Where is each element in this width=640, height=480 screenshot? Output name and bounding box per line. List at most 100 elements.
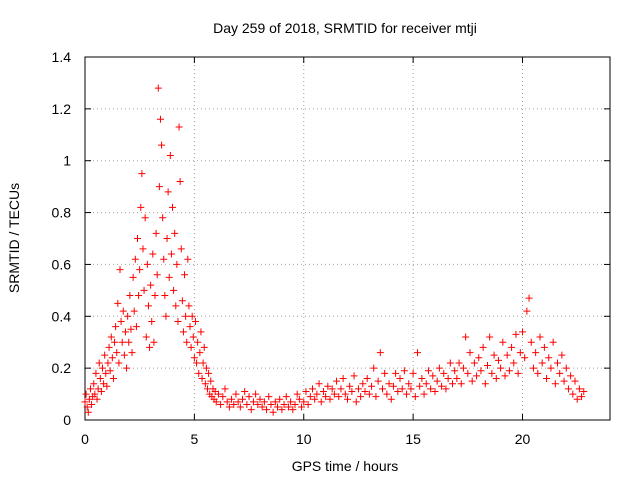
data-point (191, 317, 199, 325)
data-point (104, 359, 112, 367)
data-point (153, 271, 161, 279)
data-point (130, 307, 138, 315)
data-point (440, 369, 448, 377)
data-point (82, 390, 90, 398)
data-point (435, 364, 443, 372)
data-point (116, 266, 124, 274)
data-point (254, 400, 262, 408)
data-point (124, 312, 132, 320)
data-point (525, 294, 533, 302)
data-point (193, 359, 201, 367)
data-point (214, 390, 222, 398)
data-point (241, 387, 249, 395)
data-point (161, 292, 169, 300)
data-point (416, 382, 424, 390)
data-point (245, 393, 253, 401)
data-point (344, 395, 351, 403)
data-point (125, 338, 133, 346)
data-point (194, 338, 202, 346)
data-point (394, 387, 402, 395)
axis-ticks (84, 56, 610, 421)
data-point (108, 354, 116, 362)
data-point (389, 382, 397, 390)
data-point (81, 398, 89, 406)
data-point (492, 375, 500, 383)
data-point (111, 338, 119, 346)
data-point (361, 387, 369, 395)
data-point (512, 330, 520, 338)
data-point (551, 380, 559, 388)
data-point (346, 382, 354, 390)
data-point (422, 380, 430, 388)
data-point (274, 403, 281, 411)
data-point (181, 271, 189, 279)
tick-labels: 0 5 10 15 20 0 0.2 0.4 0.6 0.8 1 1.2 1.4 (52, 49, 531, 447)
data-point (459, 364, 467, 372)
data-point (354, 385, 362, 393)
data-point (175, 123, 183, 131)
y-tick-label: 0.4 (52, 308, 72, 324)
data-point (282, 393, 290, 401)
data-point (155, 183, 163, 191)
data-point (260, 398, 268, 406)
data-point (176, 177, 184, 185)
data-point (534, 369, 542, 377)
data-point (418, 375, 426, 383)
data-point (113, 349, 121, 357)
data-point (291, 400, 299, 408)
data-point (523, 307, 531, 315)
data-point (172, 302, 180, 310)
data-point (114, 299, 122, 307)
data-point (385, 380, 393, 388)
data-point (516, 349, 524, 357)
data-point (549, 338, 557, 346)
data-point (326, 395, 334, 403)
data-point (137, 203, 145, 211)
data-point (536, 333, 544, 341)
data-point (300, 398, 308, 406)
data-point (117, 317, 125, 325)
data-point (170, 286, 178, 294)
grid-lines (85, 57, 610, 420)
data-point (187, 343, 195, 351)
data-point (519, 328, 526, 336)
y-tick-label: 0 (63, 412, 71, 428)
data-point (269, 408, 277, 416)
data-point (165, 273, 173, 281)
data-point (359, 380, 367, 388)
data-point (564, 385, 572, 393)
data-point (405, 380, 413, 388)
data-point (514, 369, 522, 377)
data-point (486, 333, 494, 341)
data-point (462, 333, 470, 341)
data-point (249, 398, 257, 406)
data-point (166, 152, 174, 160)
data-point (121, 328, 129, 336)
data-point (217, 400, 225, 408)
data-point (374, 377, 382, 385)
data-point (228, 395, 236, 403)
data-point (481, 380, 489, 388)
data-point (376, 349, 384, 357)
data-point (186, 323, 194, 331)
data-point (400, 367, 408, 375)
data-point (505, 367, 513, 375)
data-point (93, 395, 101, 403)
data-point (424, 367, 432, 375)
data-point (573, 395, 581, 403)
data-point (484, 362, 491, 370)
data-point (363, 375, 371, 383)
data-point (162, 312, 170, 320)
data-point (247, 406, 255, 414)
data-point (120, 351, 128, 359)
data-point (221, 385, 229, 393)
data-point (146, 343, 154, 351)
data-point (169, 203, 176, 211)
data-point (313, 390, 321, 398)
data-point (558, 351, 566, 359)
data-point (322, 393, 330, 401)
data-point (236, 403, 244, 411)
data-point (212, 398, 220, 406)
data-points (81, 84, 588, 416)
data-point (135, 292, 143, 300)
